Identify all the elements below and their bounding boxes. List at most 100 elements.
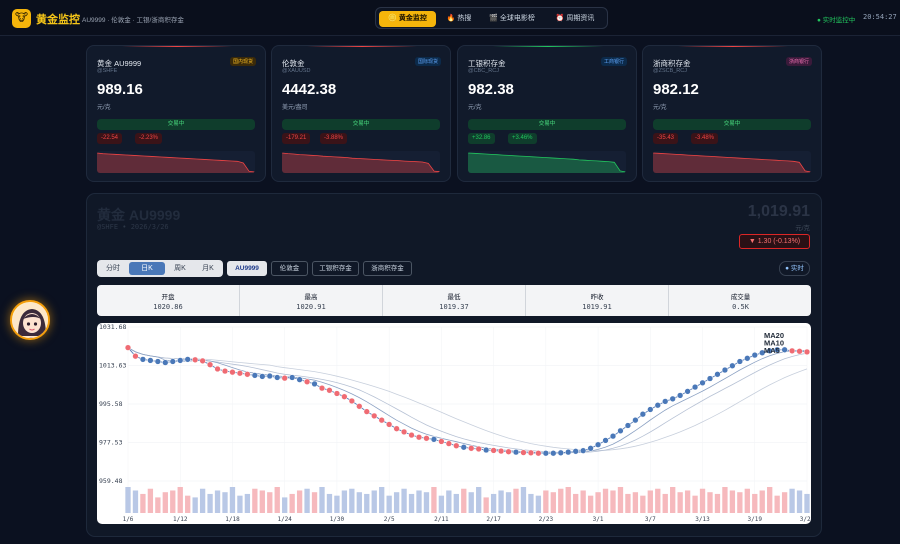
- nav-gold-monitor[interactable]: 🪙 黄金监控: [379, 11, 436, 27]
- price-point: [229, 369, 236, 376]
- assistant-avatar[interactable]: [10, 300, 50, 340]
- price-point: [139, 356, 147, 363]
- y-tick-label: 977.53: [99, 439, 123, 447]
- volume-bar: [573, 493, 579, 513]
- asset-btn-london-gold[interactable]: 伦敦金: [271, 261, 308, 276]
- card-accent-line: [307, 46, 417, 47]
- card-change-pct: +3.46%: [508, 133, 537, 144]
- volume-bar: [364, 493, 370, 513]
- alarm-clock-icon: ⏰: [555, 15, 565, 22]
- volume-bar: [617, 487, 624, 513]
- price-point: [356, 403, 363, 410]
- legend-entry: MA10: [764, 339, 784, 348]
- asset-btn-au9999[interactable]: AU9999: [227, 261, 267, 276]
- price-point: [244, 371, 251, 378]
- x-tick-label: 3/13: [695, 516, 710, 523]
- x-tick-label: 3/19: [748, 516, 763, 523]
- price-card[interactable]: 工银积存金 @CBC_RCJ 工商银行 982.38 元/克 交易中 +32.86 +3.46…: [457, 45, 637, 182]
- price-point: [505, 448, 512, 455]
- price-point: [199, 357, 206, 365]
- nav-movie-chart[interactable]: 🎬 全球电影榜: [482, 11, 542, 27]
- asset-btn-icbc-gold[interactable]: 工银积存金: [312, 261, 359, 276]
- price-card[interactable]: 浙商积存金 @ZSCB_RCJ 浙商银行 982.12 元/克 交易中 -35.43 -3.4…: [642, 45, 822, 182]
- volume-bar: [789, 488, 795, 513]
- volume-bar: [744, 488, 750, 513]
- stat-label: 最高: [304, 294, 318, 301]
- x-tick-label: 1/18: [225, 516, 240, 523]
- price-point: [460, 444, 467, 451]
- volume-bar: [326, 493, 333, 513]
- volume-bar: [587, 495, 594, 513]
- x-tick-label: 2/11: [434, 516, 449, 523]
- nav-hot-search[interactable]: 🔥 热搜: [440, 11, 478, 27]
- panel-title: 黄金 AU9999: [97, 207, 181, 223]
- stat-value: 1019.91: [582, 303, 612, 311]
- volume-bar: [162, 492, 168, 513]
- gold-coin-icon: 🪙: [388, 15, 397, 22]
- price-point: [520, 449, 527, 456]
- period-tab-daily[interactable]: 日K: [129, 262, 165, 275]
- volume-bar: [625, 493, 631, 513]
- price-card[interactable]: 伦敦金 @XAUUSD 国际现货 4442.38 美元/盎司 交易中 -179.21 -3.8…: [271, 45, 451, 182]
- volume-bar: [759, 490, 765, 513]
- card-code: @SHFE: [97, 68, 118, 74]
- volume-bar: [244, 493, 251, 513]
- volume-bar: [446, 490, 452, 513]
- legend-entry: MA20: [764, 331, 784, 340]
- price-point: [371, 412, 378, 420]
- stat-label: 成交量: [730, 294, 751, 301]
- kline-chart[interactable]: 1031.68 1013.63 995.58 977.53 959.48 1/6 1/12 1…: [97, 323, 811, 524]
- volume-bar: [356, 492, 362, 513]
- card-code: @XAUUSD: [282, 68, 311, 74]
- asset-btn-czb-gold[interactable]: 浙商积存金: [363, 261, 412, 276]
- x-tick-label: 1/6: [123, 516, 134, 523]
- volume-bar: [602, 488, 609, 513]
- volume-bar: [214, 490, 221, 513]
- volume-bar: [416, 490, 422, 513]
- price-point: [408, 431, 415, 439]
- nav-periodic-news[interactable]: ⏰ 周期资讯: [546, 11, 604, 27]
- volume-bar: [714, 493, 721, 513]
- price-point: [400, 428, 408, 436]
- price-point: [169, 358, 176, 365]
- stat-value: 1019.37: [439, 303, 469, 311]
- brand-title: 黄金监控: [36, 14, 80, 26]
- card-change-pct: -2.23%: [135, 133, 163, 144]
- price-card[interactable]: 黄金 AU9999 @SHFE 国内现货 989.16 元/克 交易中 -22.54 -2.2…: [86, 45, 266, 182]
- volume-bar: [289, 493, 295, 513]
- volume-bar: [781, 492, 788, 513]
- card-price: 4442.38: [282, 81, 337, 98]
- volume-bar: [670, 487, 676, 513]
- volume-bar: [655, 488, 661, 513]
- volume-bar: [199, 488, 206, 513]
- volume-bar: [155, 497, 161, 513]
- panel-change-badge: ▼ 1.30 (-0.13%): [739, 234, 810, 249]
- price-point: [184, 356, 191, 363]
- volume-bar: [125, 487, 131, 513]
- price-point: [744, 355, 751, 362]
- period-tab-monthly[interactable]: 月K: [202, 265, 214, 272]
- price-point: [490, 447, 497, 454]
- price-point: [647, 406, 654, 413]
- price-point: [423, 435, 430, 442]
- brand-subtitle: AU9999 · 伦敦金 · 工银/浙商积存金: [82, 17, 184, 24]
- card-name: 黄金 AU9999: [97, 59, 142, 68]
- volume-bar: [468, 492, 474, 513]
- card-price: 982.38: [468, 81, 514, 98]
- realtime-toggle[interactable]: ● 实时: [779, 261, 810, 276]
- period-tab-weekly[interactable]: 周K: [174, 265, 186, 272]
- legend-entry: MA5: [764, 346, 780, 355]
- period-tab-intraday[interactable]: 分时: [106, 265, 120, 272]
- price-point: [677, 392, 684, 399]
- volume-bar: [543, 490, 549, 513]
- card-change: -22.54: [97, 133, 123, 144]
- volume-bar: [707, 492, 713, 513]
- price-point: [318, 385, 326, 392]
- stats-bar: 开盘 1020.86 最高 1020.91 最低 1019.37 昨收 1019.91 成交量 0…: [97, 285, 811, 316]
- x-tick-label: 3/7: [645, 516, 656, 523]
- nav-label: 黄金监控: [398, 15, 427, 22]
- price-point: [415, 434, 423, 441]
- price-point: [438, 438, 445, 445]
- volume-bar: [192, 497, 198, 513]
- volume-bar: [311, 492, 318, 513]
